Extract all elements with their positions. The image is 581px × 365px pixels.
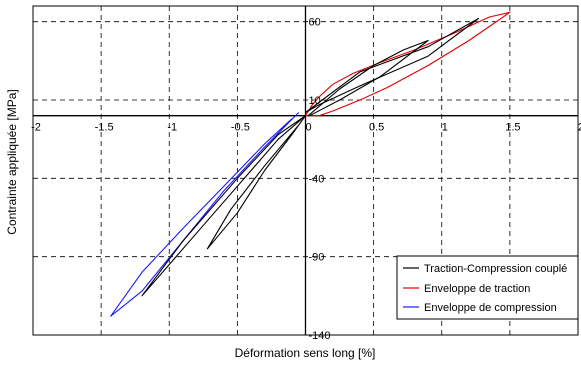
- series-line-compression-envelope: [110, 112, 300, 317]
- tick-labels: -2 -1.5 -1 -0.5 0 0.5 1 1.5 2 -140 -90 -40 10 60: [31, 17, 581, 342]
- y-tick-label: 60: [309, 17, 321, 29]
- x-tick-label: -1: [167, 122, 177, 134]
- x-tick-label: -2: [31, 122, 41, 134]
- legend-label: Enveloppe de compression: [424, 302, 557, 314]
- x-axis-label: Déformation sens long [%]: [235, 346, 376, 360]
- legend-label: Traction-Compression couplé: [424, 263, 567, 275]
- series-line-traction-envelope: [305, 11, 511, 117]
- y-tick-label: 10: [309, 95, 321, 107]
- legend-label: Enveloppe de traction: [424, 283, 530, 295]
- series-line-coupled-loop: [305, 17, 480, 113]
- series-line-coupled-loop: [307, 39, 429, 117]
- x-tick-label: 0.5: [369, 122, 384, 134]
- y-tick-label: -40: [309, 173, 325, 185]
- series-group: [110, 11, 511, 317]
- x-tick-label: 1: [442, 122, 448, 134]
- series-line-coupled-loop: [206, 115, 306, 250]
- x-tick-label: 0: [305, 122, 311, 134]
- y-tick-label: -140: [309, 330, 331, 342]
- series-line-coupled-loop: [141, 115, 306, 297]
- x-tick-label: 2: [578, 122, 581, 134]
- legend: Traction-Compression couplé Enveloppe de…: [396, 255, 579, 320]
- x-tick-label: 1.5: [505, 122, 520, 134]
- y-tick-label: -90: [309, 252, 325, 264]
- x-tick-label: -1.5: [95, 122, 114, 134]
- x-tick-label: -0.5: [231, 122, 250, 134]
- y-axis-label: Contrainte appliquée [MPa]: [5, 89, 19, 234]
- legend-box: [396, 255, 579, 320]
